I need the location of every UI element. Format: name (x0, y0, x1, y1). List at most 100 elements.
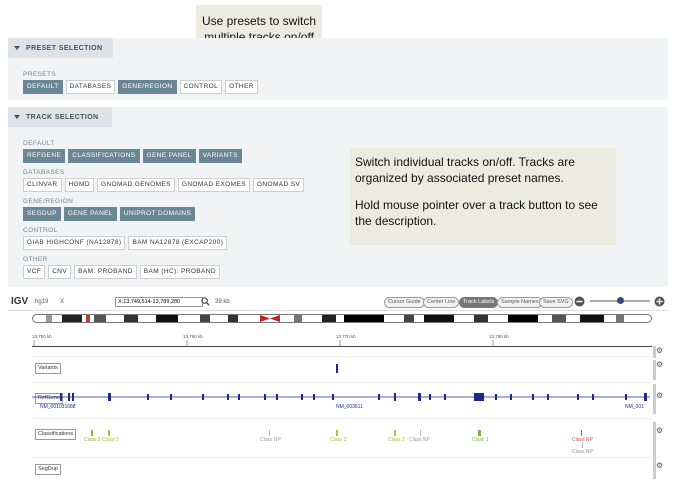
save-svg-button[interactable]: Save SVG (539, 297, 573, 308)
track-divider (32, 382, 652, 383)
search-icon[interactable] (201, 297, 210, 306)
variant-marker[interactable] (336, 364, 338, 373)
class-label: Class NP (572, 437, 593, 443)
class-marker[interactable] (582, 442, 583, 448)
track-gene-panel-button[interactable]: GENE PANEL (142, 149, 196, 163)
class-marker[interactable] (108, 430, 110, 436)
class-marker[interactable] (336, 430, 338, 436)
transcript-label: NM_001031688 (40, 404, 76, 410)
group-label-default: DEFAULT (23, 140, 55, 147)
group-label-databases: DATABASES (23, 169, 65, 176)
transcript-label: NM_003611 (336, 404, 363, 410)
track-uniprot-domains-button[interactable]: UNIPROT DOMAINS (119, 207, 196, 221)
track-hgmd-button[interactable]: HGMD (64, 178, 94, 192)
track-scrollbar[interactable] (653, 422, 656, 462)
ruler-ticks (33, 340, 494, 346)
track-scrollbar[interactable] (653, 360, 656, 380)
locus-input[interactable] (115, 297, 203, 307)
track-gnomad-exomes-button[interactable]: GNOMAD EXOMES (177, 178, 250, 192)
gear-icon[interactable]: ⚙ (656, 461, 664, 470)
track-selection-header[interactable]: TRACK SELECTION (8, 107, 112, 127)
cursor-guide-button[interactable]: Cursor Guide (384, 297, 425, 308)
track-scrollbar[interactable] (653, 346, 656, 358)
track-label-variants: Variants (35, 363, 61, 374)
track-cnv-button[interactable]: CNV (48, 265, 72, 279)
gear-icon[interactable]: ⚙ (656, 426, 664, 435)
preset-databases-button[interactable]: DATABASES (65, 80, 116, 94)
preset-selection-panel: PRESET SELECTION PRESETS DEFAULT DATABAS… (8, 38, 668, 100)
track-gnomad-sv-button[interactable]: GNOMAD SV (252, 178, 305, 192)
track-divider (32, 356, 652, 357)
class-label: Class NP (409, 437, 430, 443)
track-divider (32, 418, 652, 419)
collapse-triangle-icon (14, 115, 20, 119)
track-segdup-button[interactable]: SEGDUP (23, 207, 61, 221)
track-vcf-button[interactable]: VCF (23, 265, 46, 279)
class-label: Class 2 (388, 437, 405, 443)
track-classifications-button[interactable]: CLASSIFICATIONS (68, 149, 140, 163)
track-clinvar-button[interactable]: CLINVAR (23, 178, 62, 192)
track-divider (32, 457, 652, 458)
group-label-gene-region: GENE/REGION (23, 198, 74, 205)
chromosome-ideogram[interactable] (32, 314, 652, 323)
igv-toolbar (8, 294, 668, 311)
class-marker[interactable] (91, 430, 93, 436)
track-selection-title: TRACK SELECTION (26, 113, 99, 121)
preset-selection-header[interactable]: PRESET SELECTION (8, 38, 113, 58)
window-width-label: 39 kb (215, 299, 230, 305)
center-line-button[interactable]: Center Line (423, 297, 460, 308)
class-marker[interactable] (269, 430, 270, 436)
class-marker[interactable] (394, 430, 396, 436)
track-giab-highconf-button[interactable]: GIAB HIGHCONF (NA12878) (23, 236, 126, 250)
track-gnomad-genomes-button[interactable]: GNOMAD GENOMES (96, 178, 175, 192)
igv-browser: IGV hg19 X 39 kb Cursor Guide Center Lin… (8, 294, 668, 494)
zoom-slider-handle[interactable] (617, 297, 624, 304)
close-icon[interactable]: X (60, 299, 65, 305)
track-scrollbar[interactable] (653, 384, 656, 414)
preset-other-button[interactable]: OTHER (225, 80, 258, 94)
zoom-out-icon[interactable] (574, 296, 585, 307)
track-bam-proband-button[interactable]: BAM: PROBAND (74, 265, 137, 279)
track-buttons-default: REFGENE CLASSIFICATIONS GENE PANEL VARIA… (23, 149, 242, 163)
class-label: Class NP (572, 449, 593, 455)
preset-selection-title: PRESET SELECTION (26, 44, 103, 52)
gear-icon[interactable]: ⚙ (656, 391, 664, 400)
ruler-tick-label: 13,760 kb (183, 334, 203, 339)
class-label: Class 2 (102, 437, 119, 443)
genome-label[interactable]: hg19 (35, 299, 49, 305)
track-scrollbar[interactable] (653, 459, 656, 479)
preset-default-button[interactable]: DEFAULT (23, 80, 63, 94)
class-label: Class 1 (472, 437, 489, 443)
collapse-triangle-icon (14, 46, 20, 50)
class-marker[interactable] (420, 430, 421, 436)
track-buttons-other: VCF CNV BAM: PROBAND BAM (HC): PROBAND (23, 265, 220, 279)
gear-icon[interactable]: ⚙ (656, 360, 664, 369)
preset-buttons: DEFAULT DATABASES GENE/REGION CONTROL OT… (23, 80, 258, 94)
track-refgene-button[interactable]: REFGENE (23, 149, 66, 163)
track-bam-hc-proband-button[interactable]: BAM (HC): PROBAND (139, 265, 220, 279)
presets-label: PRESETS (23, 71, 57, 78)
ruler-tick-label: 13,750 kb (32, 334, 52, 339)
track-bam-na12878-button[interactable]: BAM NA12878 (EXCAP200) (128, 236, 228, 250)
class-marker[interactable] (478, 430, 481, 436)
track-gene-panel-2-button[interactable]: GENE PANEL (63, 207, 117, 221)
preset-gene-region-button[interactable]: GENE/REGION (118, 80, 177, 94)
refgene-track[interactable] (32, 391, 652, 403)
class-label: Class 2 (330, 437, 347, 443)
track-buttons-gene-region: SEGDUP GENE PANEL UNIPROT DOMAINS (23, 207, 196, 221)
track-tip-note: Switch individual tracks on/off. Tracks … (350, 148, 616, 245)
class-label: Class NP (260, 437, 281, 443)
preset-control-button[interactable]: CONTROL (179, 80, 223, 94)
class-marker[interactable] (581, 430, 582, 436)
track-labels-button[interactable]: Track Labels (459, 297, 499, 308)
ruler-tick-label: 13,780 kb (489, 334, 509, 339)
sample-names-button[interactable]: Sample Names (497, 297, 543, 308)
zoom-in-icon[interactable] (654, 296, 665, 307)
track-buttons-control: GIAB HIGHCONF (NA12878) BAM NA12878 (EXC… (23, 236, 228, 250)
class-label: Class 3 (84, 437, 101, 443)
track-variants-button[interactable]: VARIANTS (198, 149, 242, 163)
track-tip-text-2: Hold mouse pointer over a track button t… (355, 198, 598, 228)
gear-icon[interactable]: ⚙ (656, 346, 664, 355)
ruler (32, 332, 652, 347)
track-label-refgene: RefGene (35, 393, 64, 404)
